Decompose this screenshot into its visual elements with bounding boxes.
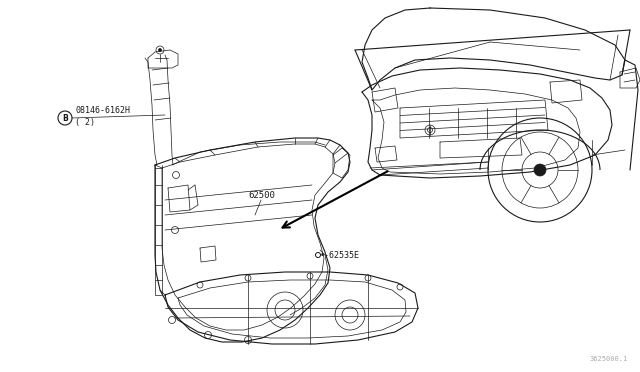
- Text: 62500: 62500: [248, 190, 275, 199]
- Text: •-62535E: •-62535E: [320, 250, 360, 260]
- Circle shape: [159, 48, 161, 51]
- Text: 08146-6162H: 08146-6162H: [75, 106, 130, 115]
- Circle shape: [534, 164, 546, 176]
- Text: ( 2): ( 2): [75, 118, 95, 127]
- Text: B: B: [62, 113, 68, 122]
- Text: 3625000.1: 3625000.1: [589, 356, 628, 362]
